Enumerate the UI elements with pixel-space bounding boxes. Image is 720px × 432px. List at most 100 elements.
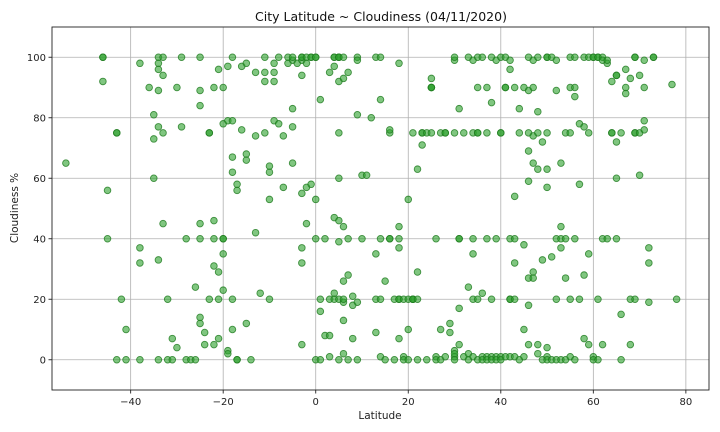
data-point bbox=[381, 277, 389, 285]
data-point bbox=[150, 110, 158, 119]
data-point bbox=[626, 74, 635, 83]
data-point bbox=[376, 234, 385, 243]
data-point bbox=[210, 83, 218, 92]
data-point bbox=[163, 295, 172, 304]
data-point bbox=[274, 53, 283, 62]
data-point bbox=[196, 319, 204, 328]
data-point bbox=[635, 171, 644, 179]
y-tick-label: 60 bbox=[33, 174, 46, 185]
data-point bbox=[552, 56, 561, 65]
data-point bbox=[316, 95, 325, 104]
data-point bbox=[640, 56, 648, 65]
data-point bbox=[298, 340, 306, 349]
data-point bbox=[261, 129, 269, 137]
x-tick-label: 0 bbox=[313, 397, 319, 408]
data-point bbox=[196, 234, 204, 243]
data-point bbox=[344, 271, 352, 279]
data-point bbox=[441, 129, 450, 137]
data-point bbox=[205, 295, 214, 304]
data-point bbox=[376, 295, 385, 304]
data-point bbox=[219, 286, 227, 294]
data-point bbox=[279, 132, 288, 140]
data-point bbox=[103, 234, 112, 243]
data-point bbox=[571, 234, 579, 243]
data-point bbox=[649, 53, 658, 62]
data-point bbox=[311, 195, 320, 204]
data-point bbox=[557, 222, 565, 231]
data-point bbox=[136, 59, 144, 68]
data-point bbox=[288, 123, 297, 131]
data-point bbox=[159, 129, 167, 137]
data-point bbox=[256, 289, 264, 297]
data-point bbox=[274, 120, 283, 128]
data-point bbox=[483, 129, 491, 137]
data-point bbox=[335, 216, 343, 225]
data-point bbox=[233, 356, 241, 364]
data-point bbox=[534, 53, 542, 62]
data-point bbox=[196, 219, 204, 228]
data-point bbox=[219, 83, 227, 92]
data-point bbox=[418, 141, 426, 149]
data-point bbox=[302, 59, 311, 68]
data-point bbox=[113, 129, 121, 137]
data-point bbox=[520, 352, 528, 361]
y-tick-label: 0 bbox=[40, 355, 46, 366]
data-point bbox=[635, 71, 644, 80]
data-point bbox=[534, 107, 542, 116]
data-point bbox=[200, 328, 209, 337]
x-tick-label: −40 bbox=[120, 397, 141, 408]
data-point bbox=[617, 129, 625, 137]
x-tick-label: 40 bbox=[494, 397, 507, 408]
data-point bbox=[372, 250, 380, 258]
data-point bbox=[561, 234, 570, 243]
data-point bbox=[173, 343, 181, 352]
data-point bbox=[288, 53, 297, 62]
data-point bbox=[228, 295, 237, 304]
data-point bbox=[136, 356, 144, 364]
data-point bbox=[510, 259, 519, 267]
data-point bbox=[455, 340, 463, 349]
data-point bbox=[409, 129, 417, 137]
data-points bbox=[62, 53, 681, 364]
data-point bbox=[214, 334, 223, 343]
data-point bbox=[404, 325, 413, 334]
data-point bbox=[584, 340, 593, 349]
data-point bbox=[261, 68, 269, 77]
data-point bbox=[395, 234, 403, 243]
data-point bbox=[478, 289, 487, 297]
data-point bbox=[520, 241, 528, 249]
data-point bbox=[575, 295, 584, 304]
data-point bbox=[219, 234, 227, 243]
data-point bbox=[224, 62, 232, 71]
data-point bbox=[404, 356, 413, 364]
data-point bbox=[376, 53, 385, 62]
data-point bbox=[446, 328, 454, 337]
data-point bbox=[348, 292, 357, 300]
data-point bbox=[168, 356, 177, 364]
data-point bbox=[510, 83, 519, 92]
data-point bbox=[645, 298, 653, 307]
data-point bbox=[487, 295, 496, 304]
data-point bbox=[177, 123, 186, 131]
data-point bbox=[173, 83, 181, 92]
data-point bbox=[154, 86, 163, 95]
data-point bbox=[617, 310, 625, 319]
data-point bbox=[228, 168, 237, 176]
data-point bbox=[339, 53, 348, 62]
y-tick-label: 20 bbox=[33, 295, 46, 306]
data-point bbox=[492, 234, 500, 243]
data-point bbox=[122, 356, 130, 364]
data-point bbox=[288, 104, 297, 113]
data-point bbox=[529, 83, 537, 92]
data-point bbox=[247, 356, 255, 364]
data-point bbox=[117, 295, 126, 304]
data-point bbox=[335, 238, 343, 246]
data-point bbox=[154, 65, 163, 74]
data-point bbox=[372, 328, 380, 337]
data-point bbox=[103, 186, 112, 195]
data-point bbox=[325, 68, 334, 77]
data-point bbox=[487, 98, 496, 107]
data-point bbox=[478, 53, 487, 62]
data-point bbox=[584, 129, 593, 137]
